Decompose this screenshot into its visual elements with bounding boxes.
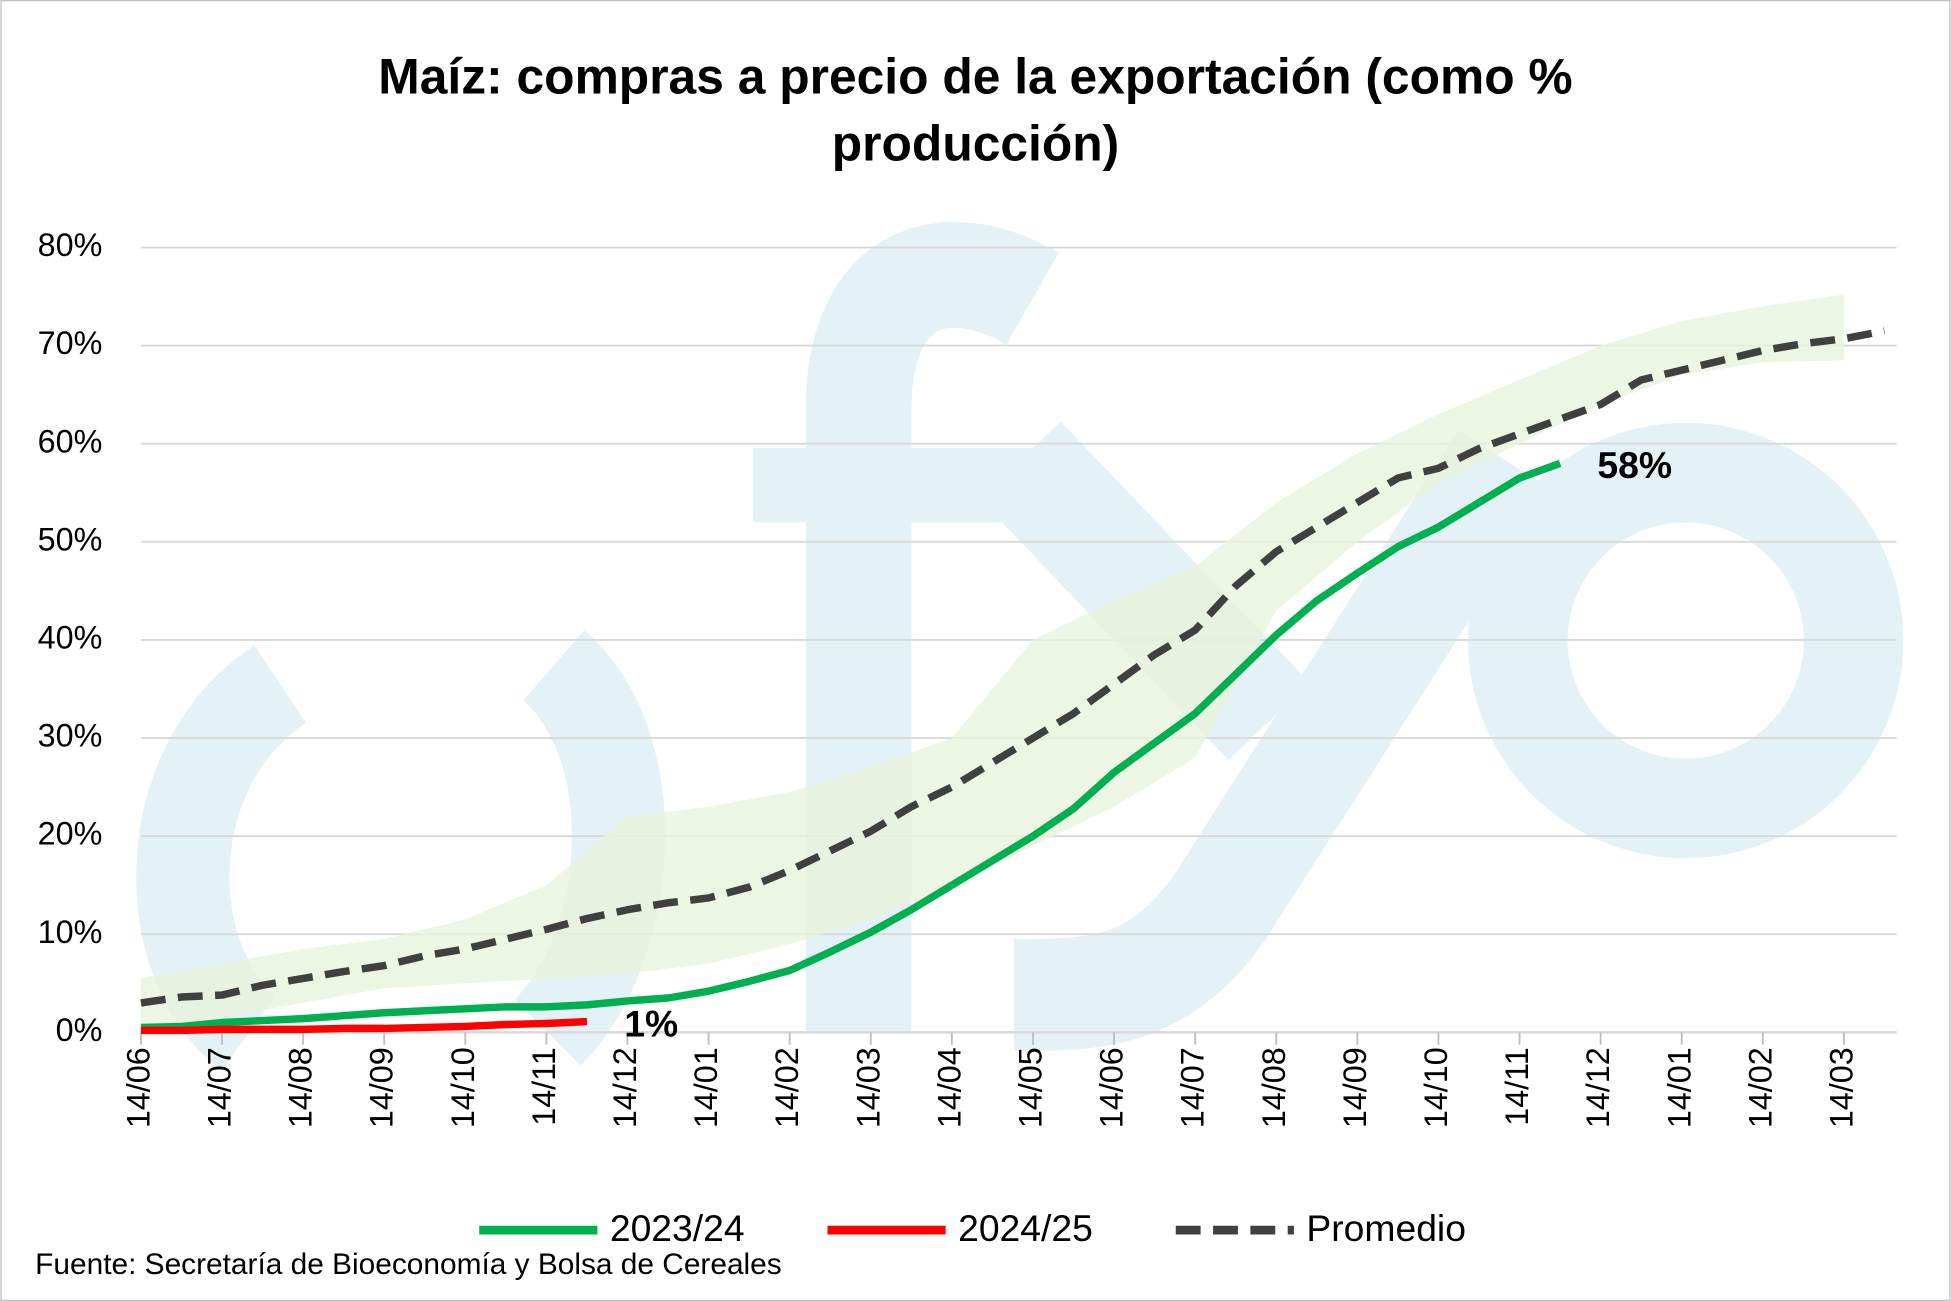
x-tick-label: 14/10 [1418, 1047, 1454, 1128]
y-tick-label: 0% [56, 1012, 103, 1048]
chart-title: Maíz: compras a precio de la exportación… [378, 49, 1573, 172]
y-tick-label: 30% [38, 718, 103, 754]
x-tick-label: 14/01 [1661, 1047, 1697, 1128]
x-tick-label: 14/10 [445, 1047, 481, 1128]
y-tick-label: 40% [38, 619, 103, 655]
x-tick-label: 14/11 [526, 1047, 562, 1126]
legend-label: 2024/25 [958, 1207, 1093, 1249]
x-tick-label: 14/04 [931, 1047, 967, 1128]
x-tick-label: 14/12 [1580, 1047, 1616, 1128]
series-line [140, 459, 1562, 1032]
x-tick-label: 14/06 [1094, 1047, 1130, 1128]
y-tick-label: 60% [38, 423, 103, 459]
series-line [140, 1017, 588, 1035]
source: Fuente: Secretaría de Bioeconomía y Bols… [35, 1248, 782, 1281]
x-tick-label: 14/09 [1337, 1047, 1373, 1128]
x-tick-label: 14/03 [1823, 1047, 1859, 1128]
plot: 0% 10% 20% 30% 40% 50% 60% 70% 80% 14/06 14/07 14/0… [38, 227, 1897, 1249]
x-tick-label: 14/06 [120, 1047, 156, 1128]
title-box: Maíz: compras a precio de la exportación… [378, 49, 1573, 172]
x-tick-label: 14/08 [1256, 1047, 1292, 1128]
legend-label: 2023/24 [610, 1207, 745, 1249]
x-tick-label: 14/05 [1013, 1047, 1049, 1128]
legend-label: Promedio [1306, 1207, 1466, 1249]
y-tick-label: 20% [38, 816, 103, 852]
data-label: 1% [624, 1002, 678, 1044]
x-tick-label: 14/02 [1742, 1047, 1778, 1128]
x-tick-label: 14/01 [688, 1047, 724, 1128]
x-tick-label: 14/11 [1499, 1047, 1535, 1126]
x-tick-label: 14/02 [769, 1047, 805, 1128]
x-tick-label: 14/07 [202, 1047, 238, 1128]
y-tick-label: 50% [38, 521, 103, 557]
x-tick-label: 14/07 [1175, 1047, 1211, 1128]
range-band [140, 294, 1844, 1030]
data-label: 58% [1597, 444, 1672, 486]
series-line [140, 327, 1886, 1007]
x-tick-label: 14/09 [364, 1047, 400, 1128]
y-tick-label: 10% [38, 914, 103, 950]
y-tick-label: 80% [38, 227, 103, 263]
x-tick-label: 14/08 [283, 1047, 319, 1128]
x-tick-label: 14/12 [607, 1047, 643, 1128]
x-tick-label: 14/03 [850, 1047, 886, 1128]
y-tick-label: 70% [38, 325, 103, 361]
